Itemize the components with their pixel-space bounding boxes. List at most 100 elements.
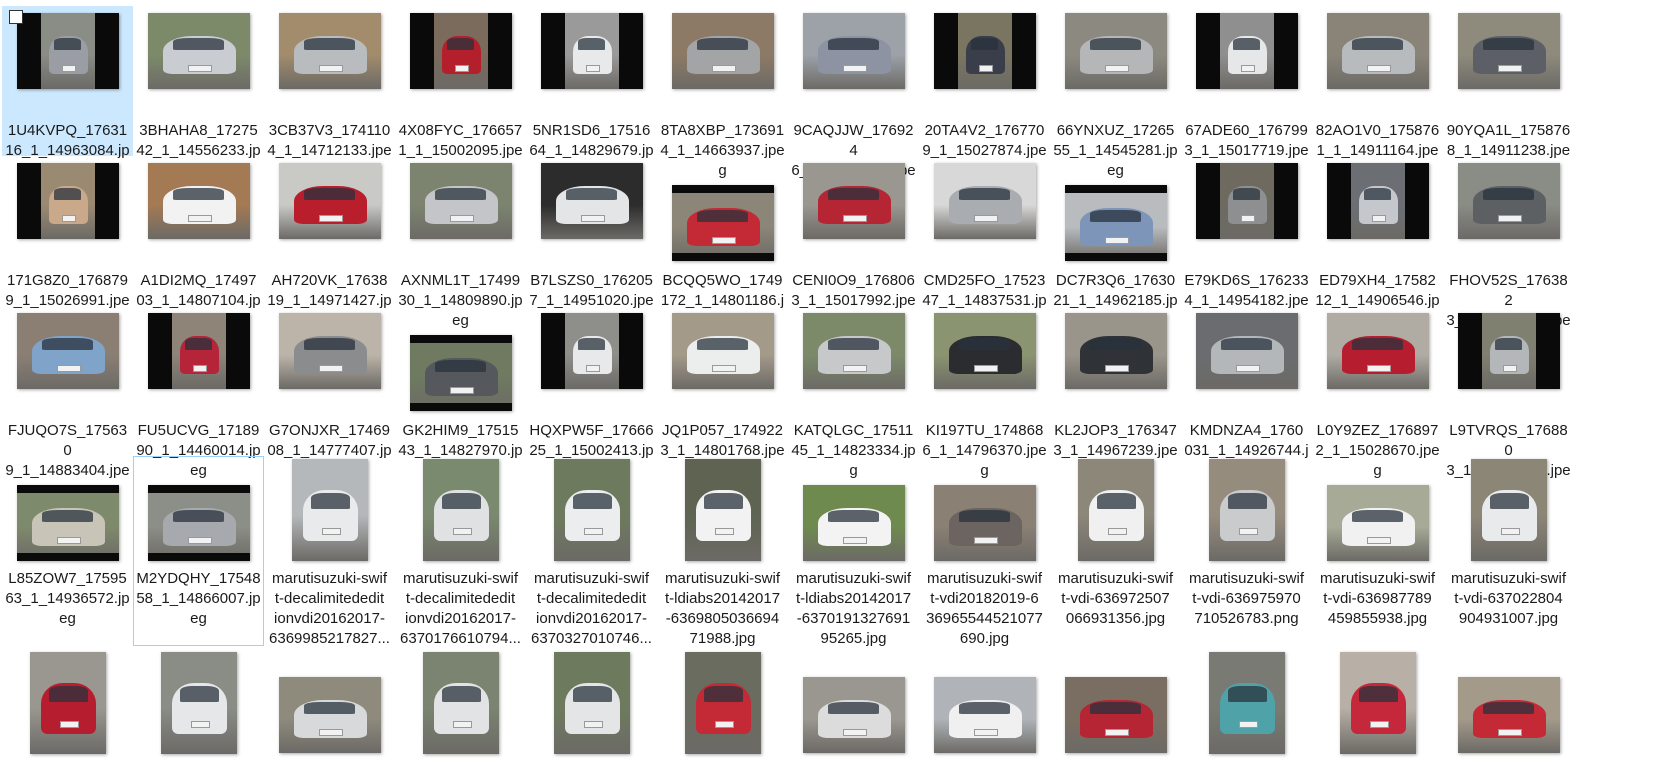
- file-item[interactable]: [1443, 646, 1574, 766]
- file-name-line: t-vdi20182019-6: [930, 590, 1039, 607]
- image-thumbnail: [803, 163, 905, 239]
- image-thumbnail: [1065, 677, 1167, 753]
- file-name-line: CENI0O9_176806: [792, 272, 915, 289]
- item-checkbox[interactable]: [9, 10, 23, 24]
- image-thumbnail: [541, 13, 643, 89]
- file-name-line: 6_1_14796370.jpe: [922, 442, 1047, 459]
- file-name-line: t-ldiabs20142017: [795, 590, 912, 607]
- image-thumbnail: [934, 163, 1036, 239]
- file-item[interactable]: 66YNXUZ_17265 55_1_14545281.jp eg: [1050, 6, 1181, 179]
- file-item[interactable]: marutisuzuki-swif t-vdi20182019-6 36965544…: [919, 456, 1050, 647]
- image-thumbnail: [1471, 459, 1547, 561]
- file-name-line: 4_1_14712133.jpe: [267, 142, 392, 159]
- file-item[interactable]: L85ZOW7_17595 63_1_14936572.jp eg: [2, 456, 133, 646]
- file-item[interactable]: marutisuzuki-swif t-ldiabs20142017 -636980…: [657, 456, 788, 647]
- file-name-line: 1U4KVPQ_17631: [7, 122, 128, 139]
- image-thumbnail: [279, 677, 381, 753]
- file-item[interactable]: AXNML1T_17499 30_1_14809890.jp eg: [395, 156, 526, 329]
- file-item[interactable]: L0Y9ZEZ_176897 2_1_15028670.jpe g: [1312, 306, 1443, 479]
- file-item[interactable]: marutisuzuki-swif t-vdi-636975970 71052678…: [1181, 456, 1312, 646]
- file-item[interactable]: marutisuzuki-swif t-vdi-636972507 06693135…: [1050, 456, 1181, 646]
- file-name-line: t-vdi-636975970: [1192, 590, 1301, 607]
- file-item[interactable]: KI197TU_174868 6_1_14796370.jpe g: [919, 306, 1050, 479]
- file-item[interactable]: [526, 646, 657, 766]
- file-item[interactable]: [395, 646, 526, 766]
- file-name-line: eg: [59, 610, 76, 627]
- file-item[interactable]: [1181, 646, 1312, 766]
- file-item[interactable]: [133, 646, 264, 766]
- image-thumbnail: [1078, 459, 1154, 561]
- file-item[interactable]: marutisuzuki-swif t-ldiabs20142017 -637019…: [788, 456, 919, 647]
- file-item[interactable]: [2, 646, 133, 766]
- file-item[interactable]: M2YDQHY_17548 58_1_14866007.jp eg: [133, 456, 264, 646]
- image-thumbnail: [672, 313, 774, 389]
- file-name-line: 6369985217827...: [269, 630, 390, 647]
- image-thumbnail: [685, 652, 761, 754]
- file-item[interactable]: [1050, 646, 1181, 766]
- file-item[interactable]: [1312, 646, 1443, 766]
- file-item[interactable]: FU5UCVG_17189 90_1_14460014.jp eg: [133, 306, 264, 479]
- file-item[interactable]: marutisuzuki-swif t-vdi-636987789 45985593…: [1312, 456, 1443, 646]
- file-item[interactable]: marutisuzuki-swif t-decalimitededit ionvdi…: [526, 456, 657, 647]
- file-name-line: 066931356.jpg: [1065, 610, 1166, 627]
- file-item[interactable]: [657, 646, 788, 766]
- file-name-line: B7LSZS0_176205: [530, 272, 653, 289]
- file-item[interactable]: KATQLGC_17511 45_1_14823334.jp g: [788, 306, 919, 479]
- file-item[interactable]: DC7R3Q6_17630 21_1_14962185.jp eg: [1050, 156, 1181, 329]
- file-item[interactable]: [264, 646, 395, 766]
- image-thumbnail: [1065, 13, 1167, 89]
- image-thumbnail: [161, 652, 237, 754]
- file-name-line: marutisuzuki-swif: [271, 570, 388, 587]
- image-thumbnail: [934, 485, 1036, 561]
- file-item[interactable]: [788, 646, 919, 766]
- file-item[interactable]: marutisuzuki-swif t-decalimitededit ionvdi…: [395, 456, 526, 647]
- file-item[interactable]: [919, 646, 1050, 766]
- file-name-line: 3CB37V3_174110: [268, 122, 391, 139]
- file-name-line: eg: [452, 312, 469, 329]
- image-thumbnail: [554, 652, 630, 754]
- file-item[interactable]: GK2HIM9_17515 43_1_14827970.jp eg: [395, 306, 526, 479]
- file-name-line: 16_1_14963084.jp: [5, 142, 130, 159]
- file-item[interactable]: marutisuzuki-swif t-vdi-637022804 90493100…: [1443, 456, 1574, 646]
- file-name-line: t-ldiabs20142017: [664, 590, 781, 607]
- file-name-line: marutisuzuki-swif: [533, 570, 650, 587]
- file-item[interactable]: 8TA8XBP_173691 4_1_14663937.jpe g: [657, 6, 788, 179]
- file-name-line: 21_1_14962185.jp: [1053, 292, 1178, 309]
- image-thumbnail: [803, 313, 905, 389]
- image-thumbnail: [1458, 163, 1560, 239]
- file-name-line: 4X08FYC_176657: [398, 122, 523, 139]
- file-item[interactable]: marutisuzuki-swif t-decalimitededit ionvdi…: [264, 456, 395, 647]
- file-name-line: marutisuzuki-swif: [795, 570, 912, 587]
- file-name-line: 43_1_14827970.jp: [398, 442, 523, 459]
